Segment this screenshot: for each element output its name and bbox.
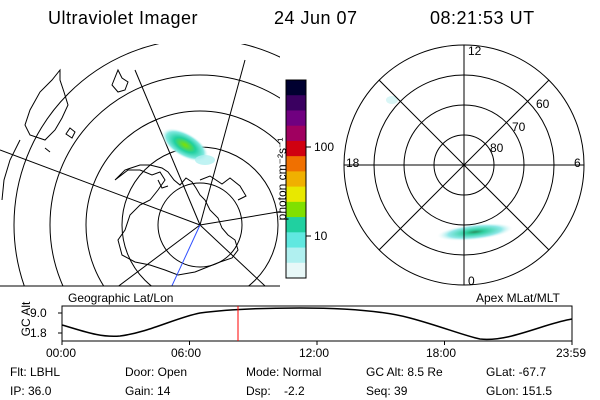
- time-tick-0000: 00:00: [46, 346, 77, 360]
- seq-info: Seq: 39: [366, 384, 408, 398]
- gain-info: Gain: 14: [125, 384, 171, 398]
- date-label: 24 Jun 07: [274, 8, 358, 28]
- geographic-map: [0, 44, 280, 286]
- mlt-label-0: 0: [468, 274, 475, 288]
- alt-tick-9: 9.0: [30, 306, 47, 320]
- colorbar-tick-10: 10: [314, 229, 328, 243]
- mlt-label-12: 12: [468, 44, 482, 58]
- colorbar-stripe: [286, 140, 306, 157]
- glat-info: GLat: -67.7: [486, 365, 547, 379]
- dsp-info: Dsp: -2.2: [246, 384, 305, 398]
- door-info: Door: Open: [125, 365, 188, 379]
- time-tick-1800: 18:00: [426, 346, 457, 360]
- mode-info: Mode: Normal: [246, 365, 322, 379]
- altitude-plot: [58, 305, 573, 345]
- glon-info: GLon: 151.5: [486, 384, 553, 398]
- colorbar-stripe: [286, 232, 306, 249]
- mlat-label-60: 60: [536, 97, 550, 111]
- mlt-label-18: 18: [346, 156, 360, 170]
- colorbar-stripe: [286, 156, 306, 172]
- alt-tick-1.8: 1.8: [30, 326, 47, 340]
- colorbar-stripe: [286, 95, 306, 111]
- filter-info: Flt: LBHL: [10, 365, 61, 379]
- colorbar-stripe: [286, 201, 306, 218]
- mlat-label-70: 70: [512, 120, 526, 134]
- longitude-lines: [0, 59, 280, 286]
- colorbar: [285, 79, 311, 279]
- colorbar-stripe: [286, 125, 306, 142]
- latitude-rings: [13, 44, 280, 286]
- magnetic-caption: Apex MLat/MLT: [476, 291, 560, 305]
- colorbar-tick-100: 100: [314, 140, 335, 154]
- colorbar-stripe: [286, 110, 306, 127]
- colorbar-stripe: [286, 186, 306, 203]
- time-tick-2359: 23:59: [556, 346, 587, 360]
- mlt-label-6: 6: [574, 156, 581, 170]
- colorbar-stripe: [286, 80, 306, 96]
- geographic-caption: Geographic Lat/Lon: [68, 291, 174, 305]
- colorbar-unit-label: photon cm⁻²s⁻¹: [275, 137, 289, 221]
- colorbar-stripe: [286, 247, 306, 264]
- colorbar-stripe: [286, 262, 306, 279]
- ip-info: IP: 36.0: [10, 384, 52, 398]
- time-tick-0600: 06:00: [171, 346, 202, 360]
- colorbar-stripe: [286, 217, 306, 233]
- coastlines: [1, 68, 247, 276]
- gc-alt-info: GC Alt: 8.5 Re: [366, 365, 443, 379]
- colorbar-stripe: [286, 171, 306, 188]
- time-label: 08:21:53 UT: [430, 8, 535, 28]
- magnetic-polar-plot: [343, 44, 585, 286]
- mlat-label-80: 80: [490, 141, 504, 155]
- instrument-title: Ultraviolet Imager: [48, 8, 199, 28]
- time-tick-1200: 12:00: [299, 346, 330, 360]
